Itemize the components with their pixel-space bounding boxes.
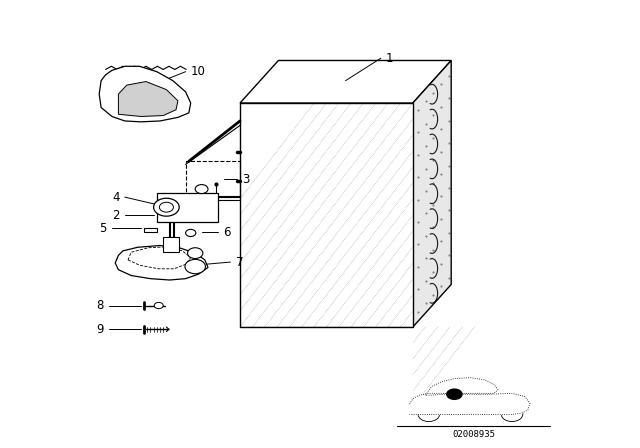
Bar bbox=[157, 193, 218, 222]
Circle shape bbox=[188, 248, 203, 258]
Text: 4: 4 bbox=[112, 190, 120, 204]
Circle shape bbox=[185, 259, 205, 274]
Polygon shape bbox=[426, 378, 498, 395]
Circle shape bbox=[154, 198, 179, 216]
Text: 9: 9 bbox=[96, 323, 104, 336]
Text: 7: 7 bbox=[236, 255, 243, 269]
Circle shape bbox=[501, 406, 523, 422]
Text: 8: 8 bbox=[96, 299, 104, 312]
Circle shape bbox=[154, 302, 163, 309]
Polygon shape bbox=[413, 60, 451, 327]
Circle shape bbox=[195, 185, 208, 194]
Polygon shape bbox=[115, 246, 208, 280]
Polygon shape bbox=[410, 393, 530, 414]
Circle shape bbox=[446, 388, 463, 400]
Text: 1: 1 bbox=[386, 52, 394, 65]
Polygon shape bbox=[240, 60, 451, 103]
Text: 6: 6 bbox=[223, 225, 230, 239]
Polygon shape bbox=[99, 66, 191, 122]
Circle shape bbox=[186, 229, 196, 237]
Bar bbox=[163, 237, 179, 252]
Text: 2: 2 bbox=[112, 208, 120, 222]
Text: 02008935: 02008935 bbox=[452, 430, 495, 439]
Text: 5: 5 bbox=[99, 222, 107, 235]
Polygon shape bbox=[240, 103, 413, 327]
Bar bbox=[144, 228, 157, 232]
Polygon shape bbox=[118, 82, 178, 116]
Text: 10: 10 bbox=[191, 65, 205, 78]
Text: 3: 3 bbox=[242, 172, 250, 186]
Circle shape bbox=[418, 406, 440, 422]
